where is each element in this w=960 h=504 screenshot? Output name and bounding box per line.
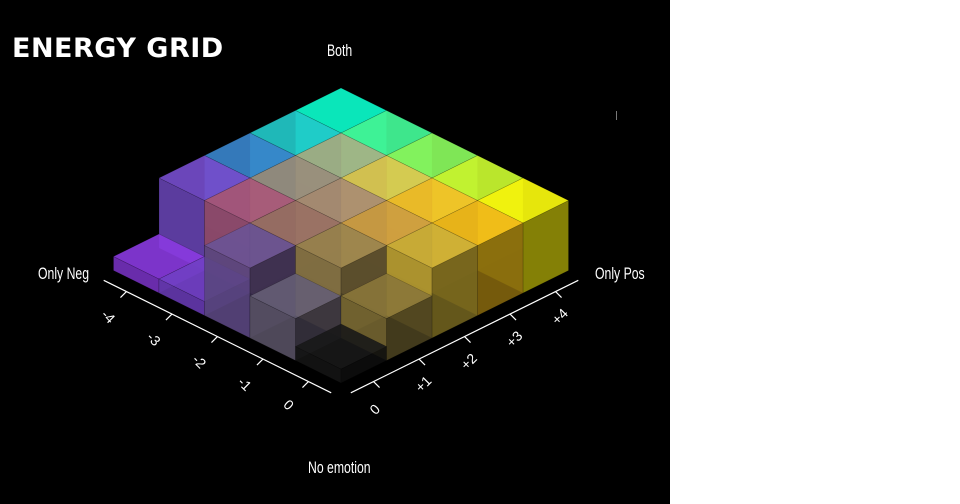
pos-tick-label: 0 (366, 401, 383, 418)
pos-axis-tick (509, 313, 517, 321)
pos-tick-label: +1 (412, 372, 435, 395)
neg-axis-line (103, 279, 332, 394)
corner-label-both: Both (327, 41, 353, 60)
neg-axis-tick (256, 358, 264, 366)
bar-top-face (203, 222, 297, 269)
corner-label-only-pos: Only Pos (595, 264, 645, 283)
corner-label-only-neg: Only Neg (38, 264, 90, 283)
neg-tick-label: -1 (235, 374, 255, 394)
bar-top-face (294, 323, 388, 370)
bar-neg0-pos0 (294, 323, 388, 384)
chart-canvas: ENERGY GRID Both Only Neg Only Pos No em… (0, 0, 670, 504)
pos-axis-tick (555, 291, 562, 298)
stray-tick-mark (616, 111, 617, 120)
pos-tick-label: +2 (457, 350, 480, 373)
pos-tick-label: +4 (548, 305, 571, 328)
bar-top-face (340, 273, 433, 319)
neg-axis-tick (120, 291, 127, 298)
chart-title: ENERGY GRID (12, 33, 224, 64)
pos-axis-tick (418, 358, 426, 366)
neg-axis-tick (165, 313, 173, 321)
neg-axis-tick (302, 381, 309, 388)
neg-tick-label: 0 (280, 396, 297, 413)
corner-label-no-emotion: No emotion (308, 458, 371, 477)
neg-tick-label: -3 (144, 329, 164, 349)
energy-grid-plot: 0 -1 -2 -3 -4 0 +1 +2 +3 +4 (98, 87, 579, 418)
pos-tick-label: +3 (503, 327, 526, 350)
bar-top-face (249, 273, 342, 319)
neg-tick-label: -4 (98, 306, 118, 326)
neg-axis-tick (211, 336, 218, 343)
bar-top-face (385, 222, 479, 269)
pos-axis-tick (464, 336, 471, 343)
bar-top-face (294, 222, 388, 269)
pos-axis-tick (373, 381, 380, 388)
neg-tick-label: -2 (189, 351, 209, 371)
